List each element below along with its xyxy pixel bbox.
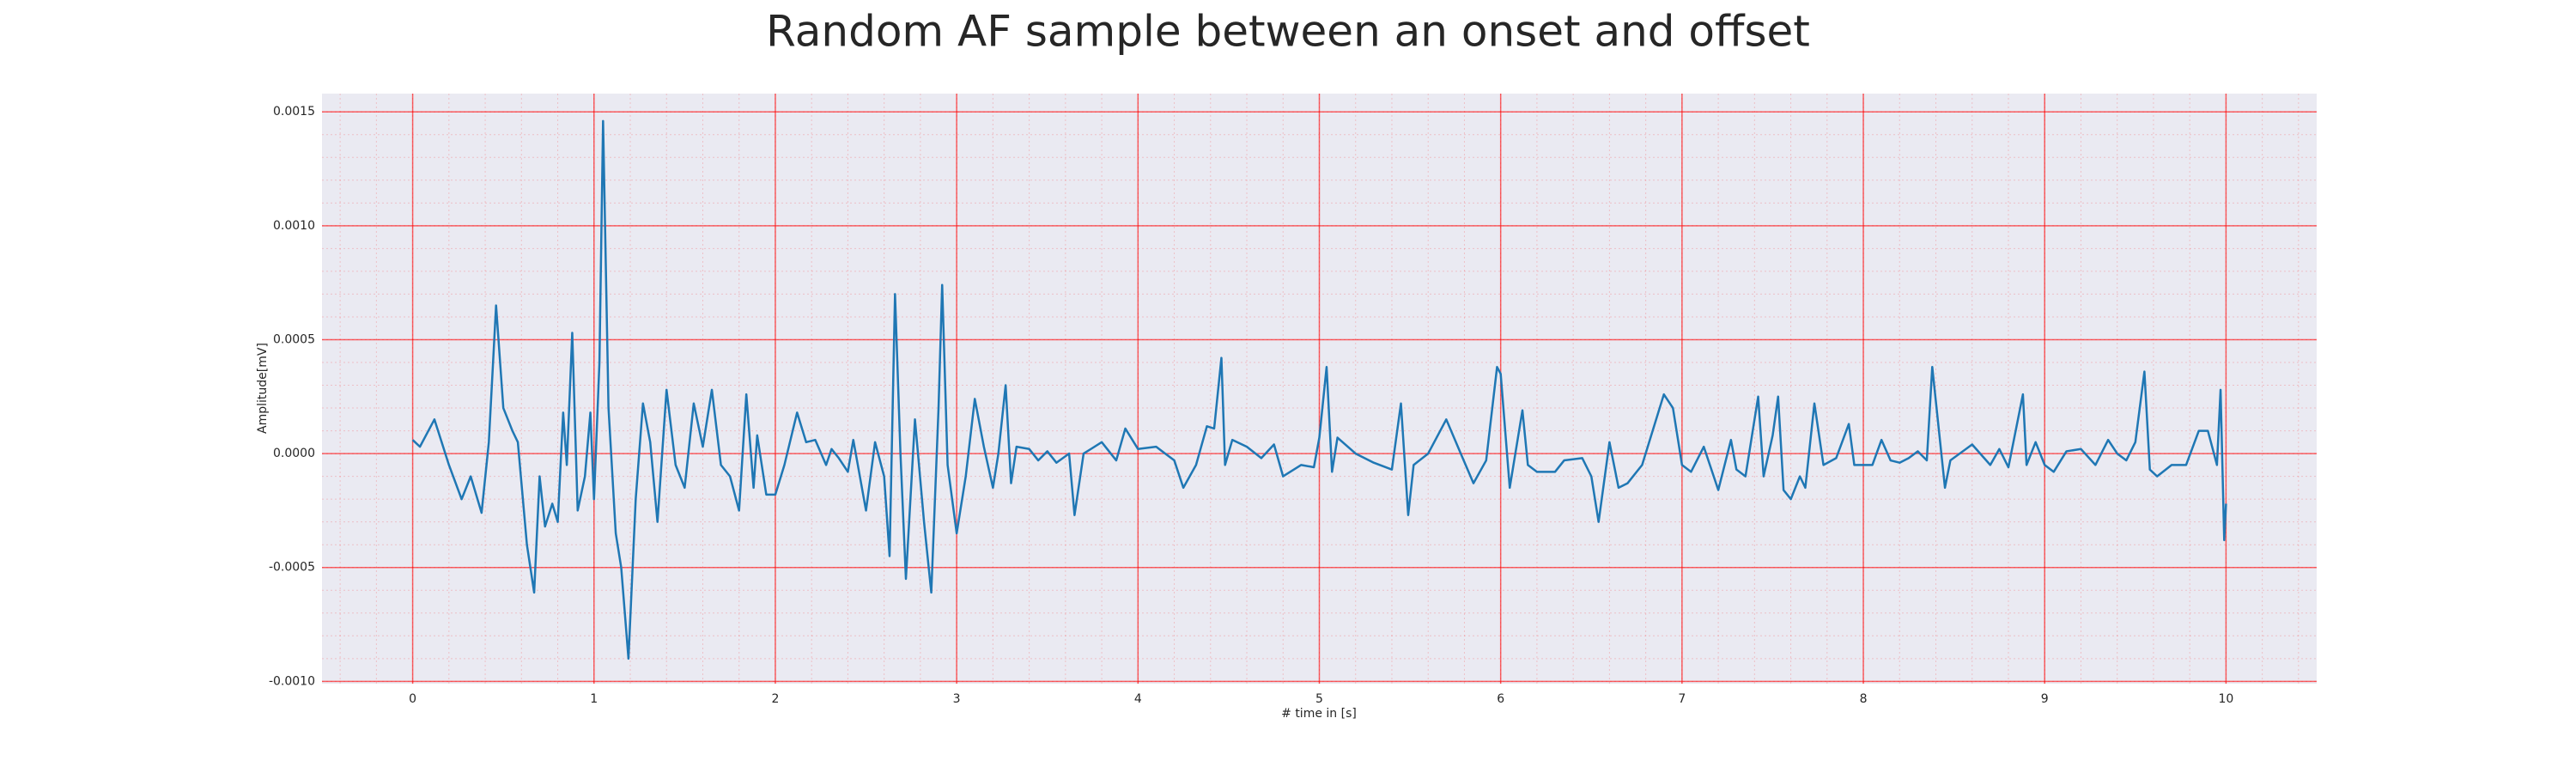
y-tick-label: -0.0010 — [269, 674, 315, 688]
x-axis-label: # time in [s] — [1281, 707, 1357, 721]
x-tick-label: 1 — [590, 692, 598, 706]
x-tick-label: 9 — [2041, 692, 2049, 706]
x-tick-label: 5 — [1315, 692, 1323, 706]
chart-title: Random AF sample between an onset and of… — [766, 7, 1810, 57]
y-tick-label: 0.0015 — [273, 105, 315, 119]
y-tick-label: 0.0000 — [273, 447, 315, 460]
x-tick-label: 6 — [1497, 692, 1504, 706]
y-tick-label: 0.0005 — [273, 332, 315, 346]
y-tick-label: 0.0010 — [273, 219, 315, 233]
x-tick-label: 7 — [1678, 692, 1686, 706]
y-axis-label: Amplitude[mV] — [256, 343, 270, 434]
x-tick-label: 2 — [771, 692, 779, 706]
series-line — [411, 119, 2227, 660]
x-tick-label: 3 — [953, 692, 961, 706]
x-tick-label: 0 — [409, 692, 416, 706]
x-tick-label: 10 — [2218, 692, 2233, 706]
y-tick-label: -0.0005 — [269, 561, 315, 575]
x-tick-label: 8 — [1860, 692, 1868, 706]
x-tick-label: 4 — [1134, 692, 1142, 706]
